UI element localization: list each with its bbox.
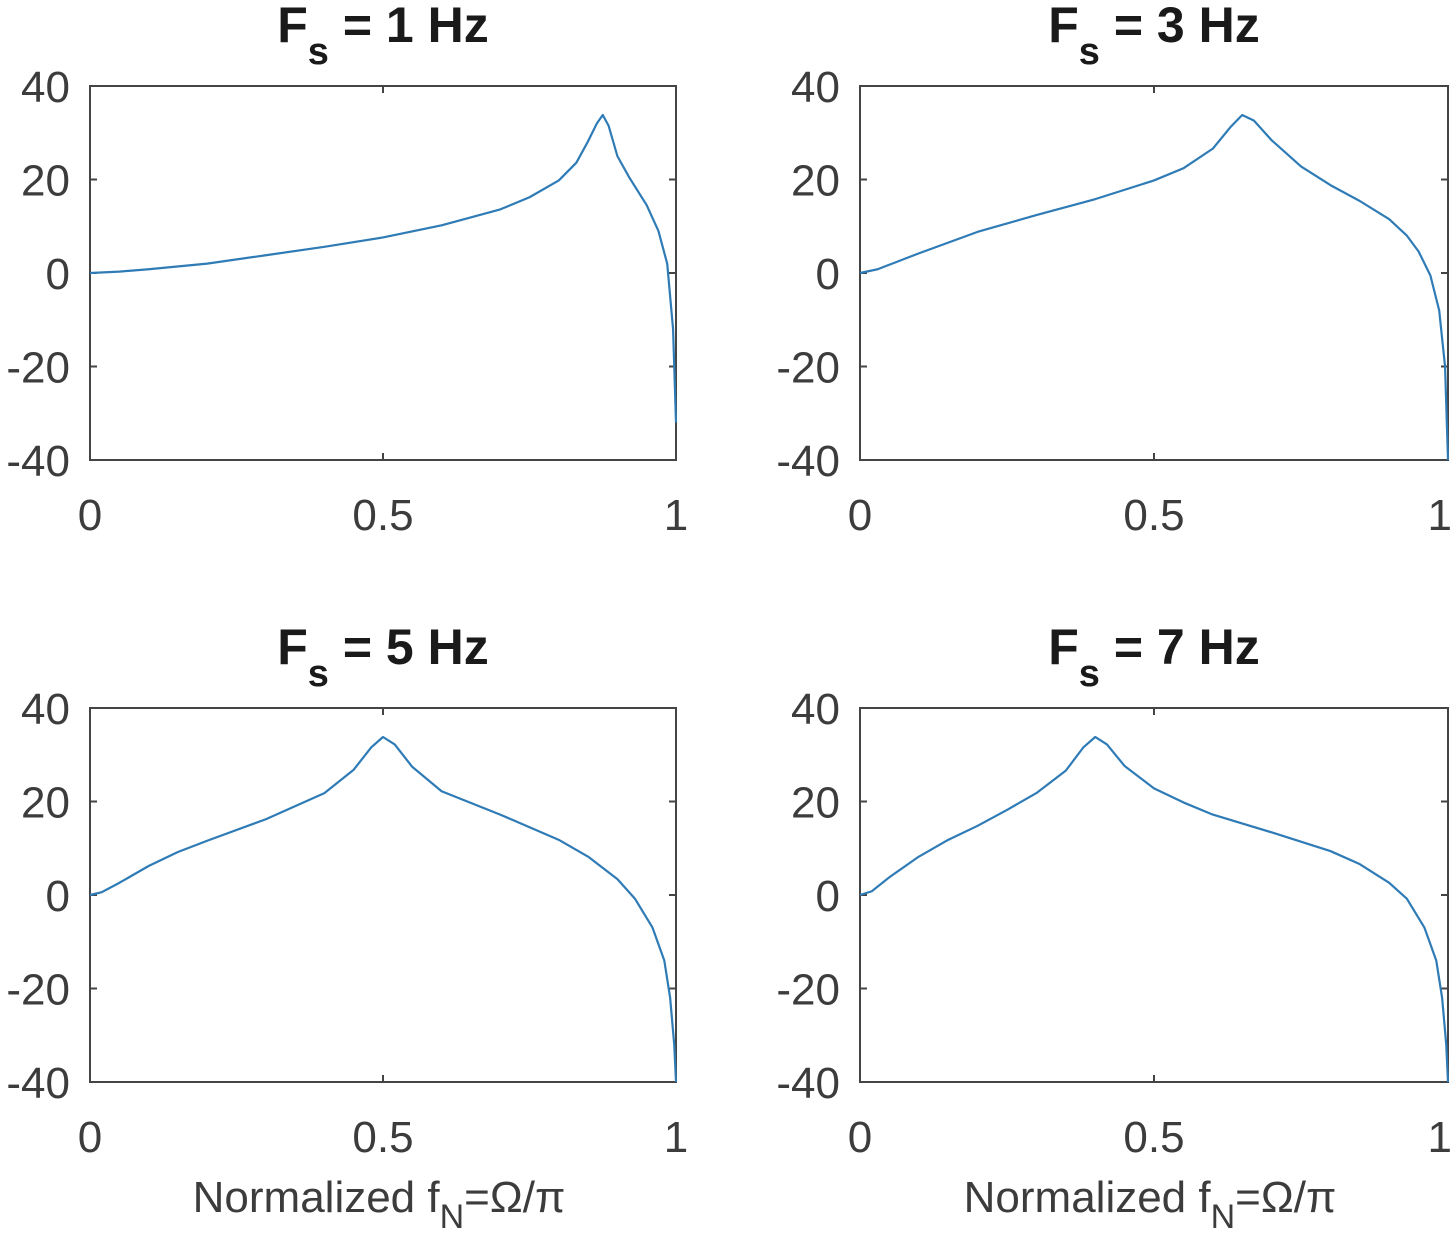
title-subscript: s — [1079, 653, 1100, 695]
xlabel-main: Normalized f — [193, 1173, 441, 1222]
x-tick-label: 1 — [1428, 491, 1452, 540]
title-rest: = 7 Hz — [1100, 619, 1260, 675]
title-main: F — [277, 619, 308, 675]
x-tick-label: 0.5 — [352, 491, 413, 540]
xlabel-subscript: N — [1211, 1198, 1236, 1236]
title-main: F — [277, 0, 308, 53]
y-tick-label: -20 — [6, 344, 70, 393]
title-subscript: s — [308, 653, 329, 695]
series-line-magnitude — [859, 735, 1450, 1083]
x-tick-label: 0.5 — [1123, 1113, 1184, 1162]
x-tick-label: 0 — [78, 1113, 102, 1162]
y-tick-label: 40 — [791, 685, 840, 734]
y-tick-label: 20 — [21, 157, 70, 206]
x-tick-label: 1 — [664, 491, 688, 540]
y-tick-label: 40 — [21, 63, 70, 112]
axes-frame — [859, 707, 1449, 1083]
x-tick-label: 0 — [848, 1113, 872, 1162]
x-tick-label: 0.5 — [1123, 491, 1184, 540]
subplot-title: Fs = 7 Hz — [1048, 619, 1259, 695]
y-tick-label: 20 — [791, 157, 840, 206]
series-line-magnitude — [89, 113, 678, 423]
axes-frame — [89, 707, 677, 1083]
y-tick-label: 40 — [21, 685, 70, 734]
title-subscript: s — [1079, 31, 1100, 73]
x-tick-label: 0.5 — [352, 1113, 413, 1162]
title-rest: = 1 Hz — [329, 0, 489, 53]
title-subscript: s — [308, 31, 329, 73]
series-line-magnitude — [89, 735, 678, 1083]
y-tick-label: -40 — [6, 1059, 70, 1108]
x-axis-label: Normalized fN=Ω/π — [193, 1173, 566, 1236]
y-tick-label: -20 — [6, 966, 70, 1015]
series-line-magnitude — [859, 113, 1450, 461]
title-rest: = 3 Hz — [1100, 0, 1260, 53]
y-tick-label: -40 — [776, 1059, 840, 1108]
y-tick-label: -40 — [6, 437, 70, 486]
y-tick-label: 40 — [791, 63, 840, 112]
xlabel-rest: =Ω/π — [1235, 1173, 1336, 1222]
y-tick-label: 20 — [791, 779, 840, 828]
x-tick-label: 0 — [78, 491, 102, 540]
x-tick-label: 1 — [1428, 1113, 1452, 1162]
subplot-title: Fs = 1 Hz — [277, 0, 488, 73]
y-tick-label: -20 — [776, 344, 840, 393]
title-rest: = 5 Hz — [329, 619, 489, 675]
axes-frame — [859, 85, 1449, 461]
y-tick-label: 0 — [46, 872, 70, 921]
y-tick-label: 0 — [816, 250, 840, 299]
subplot-title: Fs = 5 Hz — [277, 619, 488, 695]
y-tick-label: 0 — [46, 250, 70, 299]
xlabel-subscript: N — [440, 1198, 465, 1236]
xlabel-main: Normalized f — [964, 1173, 1212, 1222]
x-tick-label: 0 — [848, 491, 872, 540]
y-tick-label: 20 — [21, 779, 70, 828]
x-axis-label: Normalized fN=Ω/π — [964, 1173, 1337, 1236]
y-tick-label: -20 — [776, 966, 840, 1015]
title-main: F — [1048, 619, 1079, 675]
y-tick-label: 0 — [816, 872, 840, 921]
y-tick-label: -40 — [776, 437, 840, 486]
x-tick-label: 1 — [664, 1113, 688, 1162]
xlabel-rest: =Ω/π — [464, 1173, 565, 1222]
subplot-title: Fs = 3 Hz — [1048, 0, 1259, 73]
title-main: F — [1048, 0, 1079, 53]
